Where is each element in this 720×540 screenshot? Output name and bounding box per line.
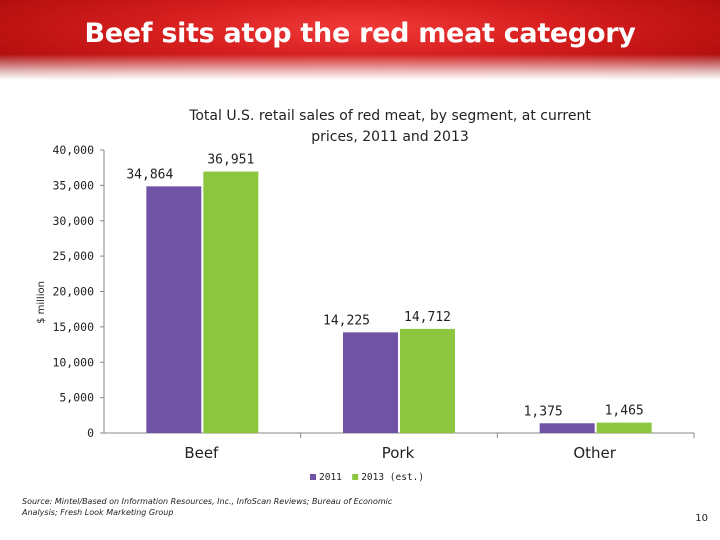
y-tick-label: 30,000 <box>52 214 94 228</box>
data-label: 1,465 <box>605 404 644 419</box>
slide-title: Beef sits atop the red meat category <box>84 18 636 49</box>
bar-2011-pork <box>343 332 398 433</box>
bar-2013-other <box>596 422 652 433</box>
y-tick-label: 40,000 <box>52 143 94 157</box>
legend-swatch <box>310 474 316 480</box>
x-tick-label: Beef <box>184 444 219 462</box>
data-label: 14,712 <box>404 310 451 325</box>
data-label: 14,225 <box>323 313 370 328</box>
y-tick-label: 10,000 <box>52 355 94 369</box>
y-tick-label: 0 <box>87 426 94 440</box>
y-tick-label: 25,000 <box>52 249 94 263</box>
y-tick-label: 5,000 <box>59 391 94 405</box>
legend-label: 2011 <box>319 472 342 483</box>
bar-2011-beef <box>146 186 202 433</box>
page-number: 10 <box>695 513 708 524</box>
bar-2011-other <box>539 423 595 433</box>
x-tick-label: Pork <box>382 444 415 462</box>
source-note: Source: Mintel/Based on Information Reso… <box>22 497 393 517</box>
x-tick-label: Other <box>573 444 616 462</box>
bar-2013-beef <box>203 171 259 434</box>
chart-title: Total U.S. retail sales of red meat, by … <box>189 108 591 145</box>
legend-swatch <box>352 474 359 480</box>
y-tick-label: 35,000 <box>52 178 94 192</box>
data-label: 36,951 <box>207 153 254 168</box>
data-label: 34,864 <box>126 167 173 182</box>
bar-2013-pork <box>400 328 455 433</box>
y-tick-label: 15,000 <box>52 320 94 334</box>
legend-label: 2013 (est.) <box>361 472 424 483</box>
y-tick-label: 20,000 <box>52 285 94 299</box>
title-banner: Beef sits atop the red meat category <box>0 0 720 80</box>
data-label: 1,375 <box>524 404 563 419</box>
y-axis-title: $ million <box>36 281 47 324</box>
